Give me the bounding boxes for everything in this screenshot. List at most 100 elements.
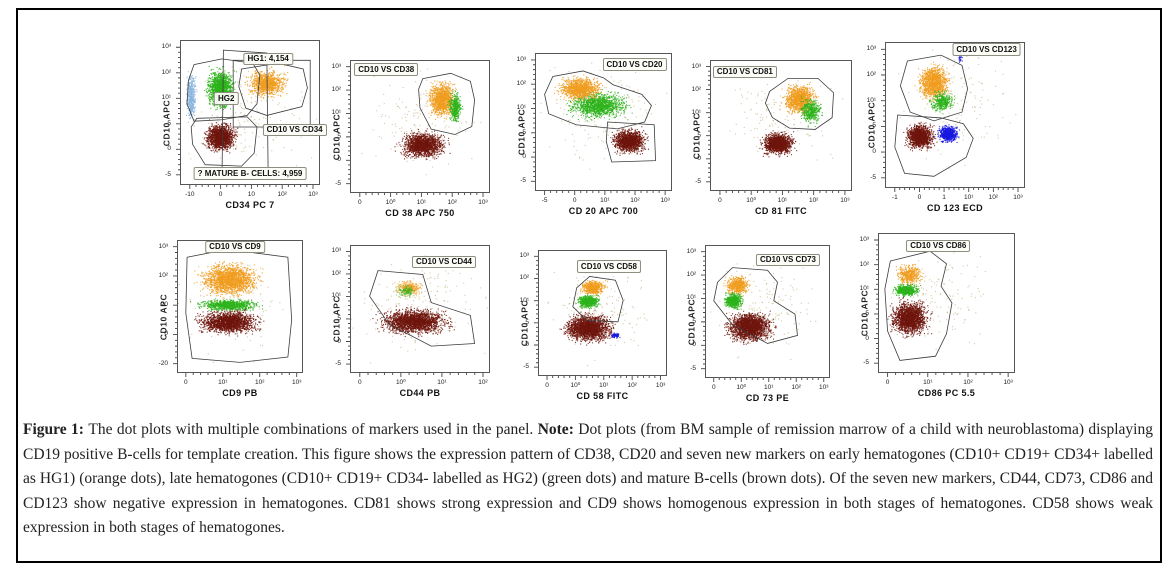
x-tick: 0: [711, 384, 716, 391]
y-tick: -20: [158, 359, 168, 367]
x-tick: 0: [357, 199, 362, 206]
dot-plot-cd34: CD10 APC 10³ 10² 10¹ 5 0 -5 -10 0 10 10² 10³ CD34 PC…: [140, 34, 330, 211]
x-tick: 10⁰: [395, 379, 406, 386]
x-axis-label: CD 81 FITC: [754, 206, 807, 216]
x-tick: 10¹: [764, 384, 774, 391]
x-tick: 10³: [308, 191, 318, 198]
y-tick: 10³: [331, 62, 341, 70]
plot-title-box: CD10 VS CD123: [952, 43, 1021, 56]
gate-label: HG1: 4,154: [243, 52, 293, 66]
x-axis-label: CD 38 APC 750: [385, 208, 455, 218]
scatter-canvas-cd73: [698, 245, 832, 385]
y-tick: 10¹: [686, 294, 696, 302]
x-tick: 0: [718, 197, 722, 204]
dot-plot-cd123: CD10 APC 10³ 10² 10¹ 5 0 -5 -1 0 1 10¹ 10² 10³ CD 123…: [845, 36, 1035, 214]
y-tick: 0: [697, 154, 701, 162]
y-tick: 10²: [158, 271, 168, 279]
x-tick: 10⁰: [570, 382, 581, 389]
y-tick: 10²: [859, 260, 869, 268]
dot-plot-cd9: CD10 APC 10³ 10² 20 0 -20 0 10¹ 10² 10³ CD9 PB CD10…: [137, 234, 313, 399]
scatter-canvas-cd123: [878, 42, 1027, 195]
y-tick: -5: [520, 177, 526, 185]
x-tick: 10⁰: [736, 384, 747, 391]
scatter-canvas-cd20: [528, 53, 674, 198]
x-tick: 10³: [819, 384, 829, 391]
y-tick: -5: [690, 364, 696, 372]
y-tick: -5: [335, 179, 341, 187]
x-axis-label: CD 73 PE: [745, 393, 790, 403]
dot-plot-cd58: CD10 APC 10³ 10² 10¹ 5 0 -5 0 10⁰ 10¹ 10² 10³ CD 58 …: [498, 244, 677, 402]
x-axis-label: CD44 PB: [399, 388, 441, 398]
y-tick: 5: [525, 318, 529, 326]
y-tick: 5: [865, 309, 869, 317]
x-axis-label: CD 123 ECD: [926, 203, 984, 213]
y-tick: -5: [523, 363, 529, 371]
x-tick: 10¹: [218, 379, 228, 386]
y-tick: 10²: [331, 86, 341, 94]
x-axis-label: CD 58 FITC: [576, 391, 629, 401]
x-tick: 10²: [627, 382, 637, 389]
y-tick: 10³: [519, 252, 529, 260]
y-tick: 10¹: [519, 296, 529, 304]
y-tick: 0: [692, 341, 696, 349]
caption-note-text: Dot plots (from BM sample of remission m…: [23, 421, 1153, 536]
y-tick: 10²: [691, 85, 701, 93]
y-tick: 10¹: [516, 104, 526, 112]
y-tick: 5: [167, 119, 171, 127]
scatter-canvas-cd86: [871, 233, 1017, 380]
x-tick: 1: [942, 194, 946, 201]
x-tick: 10¹: [437, 379, 447, 386]
x-tick: 10²: [963, 379, 973, 386]
x-tick: -10: [185, 191, 195, 198]
dot-plot-cd20: CD10 APC 10³ 10² 10¹ 5 0 -5 -5 0 10¹ 10² 10³ CD 20 A…: [495, 47, 682, 217]
y-tick: 10¹: [691, 108, 701, 116]
y-tick: 10²: [519, 274, 529, 282]
y-tick: 10³: [516, 55, 526, 63]
x-tick: 10¹: [599, 382, 609, 389]
plot-title-box: CD10 VS CD86: [906, 239, 971, 253]
plot-title-box: CD10 VS CD81: [712, 65, 777, 79]
y-tick: 5: [337, 314, 341, 322]
y-tick: 5: [522, 128, 526, 136]
plot-title-box: CD10 VS CD73: [755, 253, 820, 267]
caption-intro-text: The dot plots with multiple combinations…: [88, 421, 538, 438]
gate-label: ? MATURE B- CELLS: 4,959: [193, 167, 307, 180]
gate-label: HG2: [213, 92, 239, 105]
x-tick: 10¹: [416, 199, 427, 206]
figure-number-label: Figure 1:: [23, 421, 89, 438]
x-tick: 10¹: [600, 197, 610, 204]
y-tick: 0: [865, 334, 869, 342]
x-tick: 10³: [1013, 194, 1023, 201]
y-tick: -5: [695, 177, 701, 185]
y-tick: 10³: [866, 45, 876, 53]
y-tick: 10²: [686, 271, 696, 279]
y-tick: 20: [160, 301, 168, 309]
x-axis-label: CD 20 APC 700: [568, 206, 639, 216]
y-tick: 5: [697, 131, 701, 139]
y-tick: 10²: [866, 70, 876, 78]
y-tick: 10¹: [161, 94, 171, 102]
x-tick: 0: [184, 379, 188, 386]
x-tick: 0: [885, 379, 890, 386]
x-tick: 10¹: [777, 197, 788, 204]
plot-title-box: CD10 VS CD38: [354, 63, 419, 76]
plot-title-box: CD10 VS CD20: [602, 58, 667, 71]
x-axis-label: CD9 PB: [222, 388, 258, 398]
y-tick: 10³: [331, 247, 341, 255]
x-tick: 0: [572, 197, 577, 204]
scatter-canvas-cd38: [343, 60, 492, 200]
y-tick: 10¹: [866, 96, 876, 104]
x-tick: 10³: [655, 382, 666, 389]
plot-title-box: CD10 VS CD9: [205, 240, 265, 254]
y-tick: 10²: [516, 80, 526, 88]
x-tick: 10²: [808, 197, 819, 204]
y-tick: 10³: [691, 62, 701, 70]
y-tick: 0: [872, 148, 876, 156]
x-tick: 10²: [478, 379, 488, 386]
y-tick: 10³: [158, 242, 168, 250]
x-tick: 10³: [1003, 379, 1013, 386]
figure-caption: Figure 1: The dot plots with multiple co…: [23, 418, 1153, 541]
dot-plots-grid: CD10 APC 10³ 10² 10¹ 5 0 -5 -10 0 10 10² 10³ CD34 PC…: [18, 10, 1160, 430]
y-tick: 0: [167, 145, 171, 153]
x-tick: 10²: [447, 199, 457, 206]
